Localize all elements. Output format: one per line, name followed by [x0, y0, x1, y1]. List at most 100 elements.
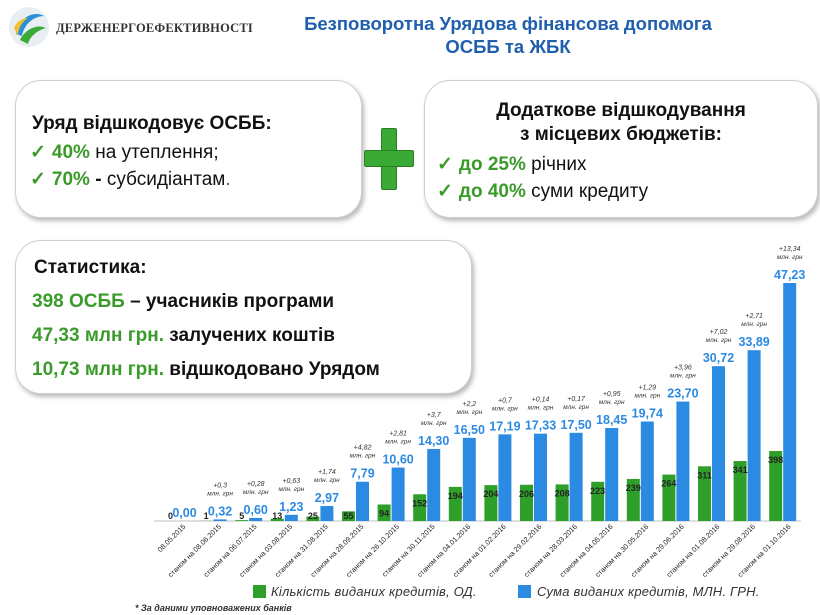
bar-sum-14	[676, 401, 690, 521]
bar-count-8	[448, 486, 462, 521]
increment-unit-13: млн. грн	[634, 393, 660, 400]
percent-value: до 25%	[458, 154, 526, 175]
checkmark-icon: ✓	[30, 142, 46, 163]
data-label-count-14: 264	[661, 479, 676, 489]
data-label-sum-17: 47,23	[774, 268, 805, 282]
increment-label-11: +0,17	[567, 396, 586, 403]
data-label-count-3: 13	[272, 511, 282, 521]
compensation-item-subsidy: ✓ 70% - субсидіантам.	[30, 168, 231, 191]
increment-label-13: +1,29	[638, 385, 656, 392]
data-label-sum-5: 7,79	[350, 467, 374, 481]
increment-unit-10: млн. грн	[528, 405, 554, 412]
legend-label-count: Кількість виданих кредитів, ОД.	[271, 584, 477, 599]
bar-sum-2	[249, 517, 263, 521]
panel-heading: Уряд відшкодовує ОСББ:	[32, 113, 272, 134]
bar-count-9	[484, 485, 498, 521]
data-label-count-5: 55	[343, 511, 353, 521]
government-compensation-panel: Уряд відшкодовує ОСББ: ✓ 40% на утеплення…	[15, 80, 362, 218]
category-label-0: 08.05.2015	[156, 522, 188, 554]
increment-unit-15: млн. грн	[706, 337, 732, 344]
data-label-count-16: 341	[733, 465, 748, 475]
logo-emblem-icon	[9, 7, 49, 47]
bar-count-3	[270, 518, 284, 521]
increment-label-16: +2,71	[745, 313, 763, 320]
item-text: субсидіантам	[106, 169, 226, 190]
increment-unit-8: млн. грн	[456, 409, 482, 416]
bar-sum-13	[640, 421, 654, 521]
increment-unit-11: млн. грн	[563, 404, 589, 411]
data-label-sum-4: 2,97	[315, 491, 339, 505]
bar-count-2	[235, 520, 249, 521]
stat-value: 47,33 млн грн.	[32, 325, 164, 346]
legend-swatch-count	[253, 585, 266, 598]
bar-sum-8	[462, 437, 476, 521]
panel-heading: Додаткове відшкодування з місцевих бюдже…	[425, 99, 817, 147]
compensation-item-insulation: ✓ 40% на утеплення;	[30, 141, 219, 164]
increment-label-7: +3,7	[427, 412, 442, 419]
bar-sum-7	[427, 448, 441, 521]
increment-unit-14: млн. грн	[670, 373, 696, 380]
increment-label-15: +7,02	[710, 329, 728, 336]
data-label-sum-2: 0,60	[244, 503, 268, 517]
stat-raised-funds: 47,33 млн грн. залучених коштів	[32, 325, 335, 347]
stat-participants: 398 ОСББ – учасників програми	[32, 291, 334, 313]
plus-icon	[364, 128, 414, 190]
bar-sum-3	[284, 514, 298, 521]
legend-swatch-sum	[518, 585, 531, 598]
increment-unit-6: млн. грн	[385, 439, 411, 446]
bar-sum-6	[391, 467, 405, 521]
data-label-count-7: 152	[412, 498, 427, 508]
data-label-count-0: 0	[168, 511, 173, 521]
data-label-sum-9: 17,19	[489, 419, 520, 433]
bar-sum-16	[747, 350, 761, 521]
data-label-count-12: 223	[590, 486, 605, 496]
item-text: суми кредиту	[525, 181, 649, 202]
increment-unit-1: млн. грн	[207, 490, 233, 497]
stat-compensated: 10,73 млн грн. відшкодовано Урядом	[32, 359, 380, 381]
bar-count-12	[591, 481, 605, 521]
footnote: * За даними уповноважених банків	[135, 603, 292, 613]
bar-count-11	[555, 484, 569, 521]
increment-label-12: +0,95	[603, 391, 621, 398]
bar-sum-9	[498, 434, 512, 521]
bar-count-5	[342, 511, 355, 521]
increment-unit-2: млн. грн	[243, 489, 269, 496]
item-tail: .	[225, 169, 231, 190]
title-line-1: Безповоротна Урядова фінансова допомога	[304, 13, 712, 34]
data-label-count-15: 311	[697, 470, 712, 480]
data-label-count-2: 5	[239, 511, 244, 521]
heading-line-1: Додаткове відшкодування	[496, 100, 746, 121]
increment-unit-9: млн. грн	[492, 405, 518, 412]
page-title: Безповоротна Урядова фінансова допомога …	[258, 12, 758, 58]
data-label-sum-14: 23,70	[667, 387, 698, 401]
data-label-sum-13: 19,74	[632, 407, 663, 421]
stat-value: 10,73 млн грн.	[32, 359, 164, 380]
stat-text: відшкодовано Урядом	[163, 359, 380, 380]
increment-label-3: +0,63	[282, 478, 300, 485]
bar-count-15	[698, 466, 711, 521]
bar-count-10	[520, 484, 533, 521]
bar-sum-12	[605, 428, 619, 521]
increment-unit-12: млн. грн	[599, 399, 625, 406]
item-text: річних	[525, 154, 587, 175]
data-label-count-10: 206	[519, 489, 534, 499]
stat-value: 398 ОСББ	[32, 291, 125, 312]
item-text: на утеплення;	[89, 142, 219, 163]
bar-sum-11	[569, 432, 583, 521]
data-label-sum-11: 17,50	[560, 418, 591, 432]
bar-sum-10	[534, 433, 547, 521]
data-label-count-13: 239	[626, 483, 641, 493]
data-label-sum-15: 30,72	[703, 351, 734, 365]
percent-value: 70%	[51, 169, 90, 190]
heading-line-2: з місцевих бюджетів:	[520, 124, 722, 145]
checkmark-icon: ✓	[437, 154, 453, 175]
statistics-heading: Статистика:	[34, 257, 147, 278]
data-label-count-17: 398	[768, 455, 783, 465]
data-label-sum-10: 17,33	[525, 419, 556, 433]
title-line-2: ОСББ та ЖБК	[445, 36, 571, 57]
increment-unit-16: млн. грн	[741, 321, 767, 328]
bar-sum-5	[356, 481, 369, 521]
bar-count-7	[413, 494, 427, 521]
increment-label-5: +4,82	[354, 445, 372, 452]
increment-label-2: +0,28	[247, 481, 265, 488]
